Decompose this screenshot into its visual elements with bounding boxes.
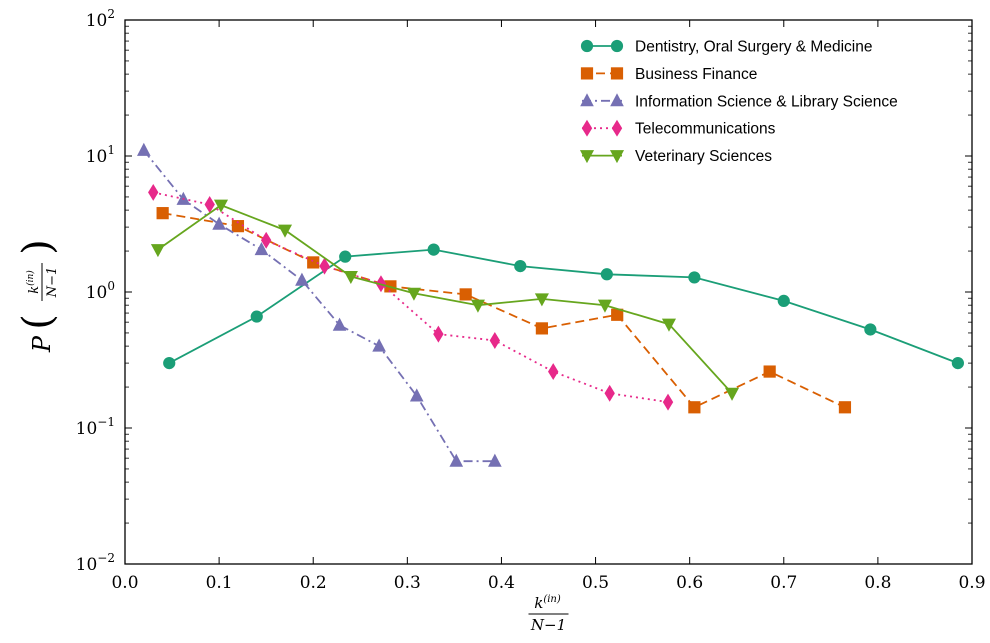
data-point: [164, 358, 175, 369]
series-3: [149, 185, 673, 410]
x-tick-label: 0.5: [582, 573, 609, 593]
series-line: [158, 205, 732, 393]
data-point: [205, 197, 214, 212]
data-point: [689, 402, 700, 413]
data-point: [865, 324, 876, 335]
data-point: [663, 395, 672, 410]
y-tick-label: 100: [86, 279, 115, 303]
legend-marker: [611, 40, 622, 51]
data-point: [549, 364, 558, 379]
data-point: [601, 269, 612, 280]
series-line: [169, 250, 958, 364]
legend-label: Telecommunications: [635, 121, 776, 138]
legend-label: Business Finance: [635, 66, 757, 83]
y-label-paren-open: (: [15, 314, 61, 330]
data-point: [428, 244, 439, 255]
legend-marker: [612, 121, 621, 136]
x-tick-label: 0.9: [958, 573, 985, 593]
series-1: [157, 208, 851, 413]
data-point: [251, 311, 262, 322]
legend-marker: [581, 40, 592, 51]
legend-marker: [581, 68, 592, 79]
y-label-denominator: N−1: [45, 267, 60, 299]
data-point: [450, 455, 462, 467]
data-point: [536, 323, 547, 334]
data-point: [472, 300, 484, 312]
x-tick-label: 0.7: [770, 573, 797, 593]
data-point: [340, 251, 351, 262]
legend-label: Dentistry, Oral Surgery & Medicine: [635, 39, 872, 56]
x-tick-label: 0.8: [864, 573, 891, 593]
legend: Dentistry, Oral Surgery & Medicine Busine…: [581, 39, 898, 166]
x-tick-label: 0.1: [206, 573, 233, 593]
x-tick-label: 0.2: [300, 573, 327, 593]
y-tick-label: 102: [86, 7, 115, 31]
x-tick-label: 0.4: [488, 573, 515, 593]
data-point: [434, 327, 443, 342]
y-tick-label: 10−2: [76, 551, 115, 575]
x-label-numerator: k(in): [534, 594, 561, 612]
y-label-lead: P: [28, 335, 56, 353]
data-point: [515, 261, 526, 272]
legend-label: Information Science & Library Science: [635, 93, 898, 110]
series-line: [153, 192, 668, 402]
y-label-paren-close: ): [15, 239, 61, 255]
data-point: [149, 185, 158, 200]
data-point: [490, 333, 499, 348]
data-point: [605, 386, 614, 401]
legend-marker: [611, 68, 622, 79]
data-point: [460, 289, 471, 300]
x-tick-label: 0.6: [676, 573, 703, 593]
data-point: [373, 340, 385, 352]
x-tick-label: 0.0: [111, 573, 138, 593]
data-point: [689, 272, 700, 283]
x-label-denominator: N−1: [530, 616, 566, 634]
data-point: [778, 295, 789, 306]
x-axis-label: k(in) N−1: [529, 594, 569, 634]
y-axis-label: P ( k(in) N−1): [15, 239, 61, 353]
y-tick-label: 101: [86, 143, 115, 167]
legend-marker: [582, 121, 591, 136]
series-2: [138, 144, 501, 466]
data-point: [726, 388, 738, 400]
data-point: [839, 402, 850, 413]
plot-area-series: [138, 144, 964, 466]
data-point: [952, 358, 963, 369]
data-point: [764, 366, 775, 377]
series-0: [164, 244, 964, 369]
y-tick-label: 10−1: [76, 415, 115, 439]
data-point: [279, 225, 291, 237]
data-point: [138, 144, 150, 156]
data-point: [157, 208, 168, 219]
legend-label: Veterinary Sciences: [635, 148, 772, 165]
y-label-numerator: k(in): [25, 270, 42, 294]
data-point: [152, 245, 164, 257]
data-point: [296, 274, 308, 286]
data-point: [334, 319, 346, 331]
x-tick-label: 0.3: [394, 573, 421, 593]
series-line: [144, 150, 495, 461]
